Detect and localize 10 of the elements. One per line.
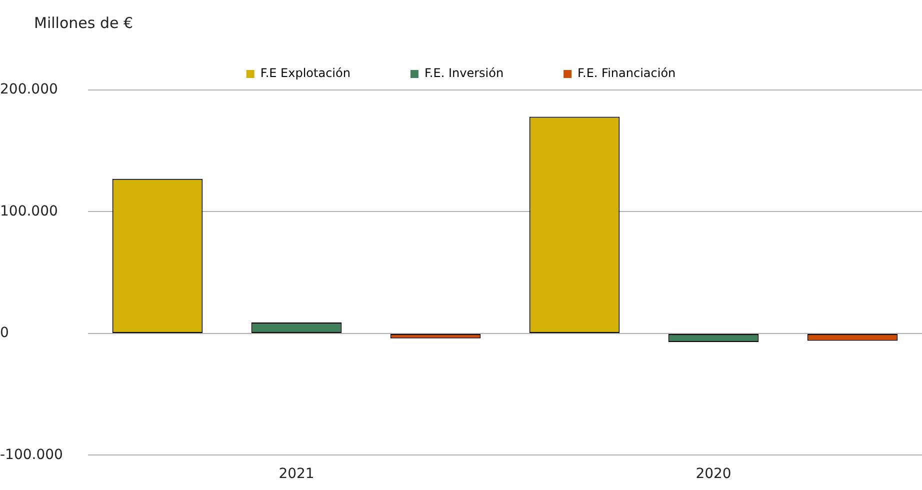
legend-label: F.E. Financiación [578, 66, 676, 80]
legend-label: F.E Explotación [260, 66, 350, 80]
y-tick-label: 100.000 [0, 203, 58, 220]
legend-label: F.E. Inversión [424, 66, 504, 80]
x-tick-label: 2020 [696, 466, 732, 482]
x-tick-label: 2021 [278, 466, 314, 482]
y-tick-label: 200.000 [0, 82, 58, 98]
y-tick-label: -100.000 [0, 446, 63, 463]
y-tick-label: 0 [0, 325, 9, 342]
y-axis-title: Millones de € [34, 14, 134, 32]
